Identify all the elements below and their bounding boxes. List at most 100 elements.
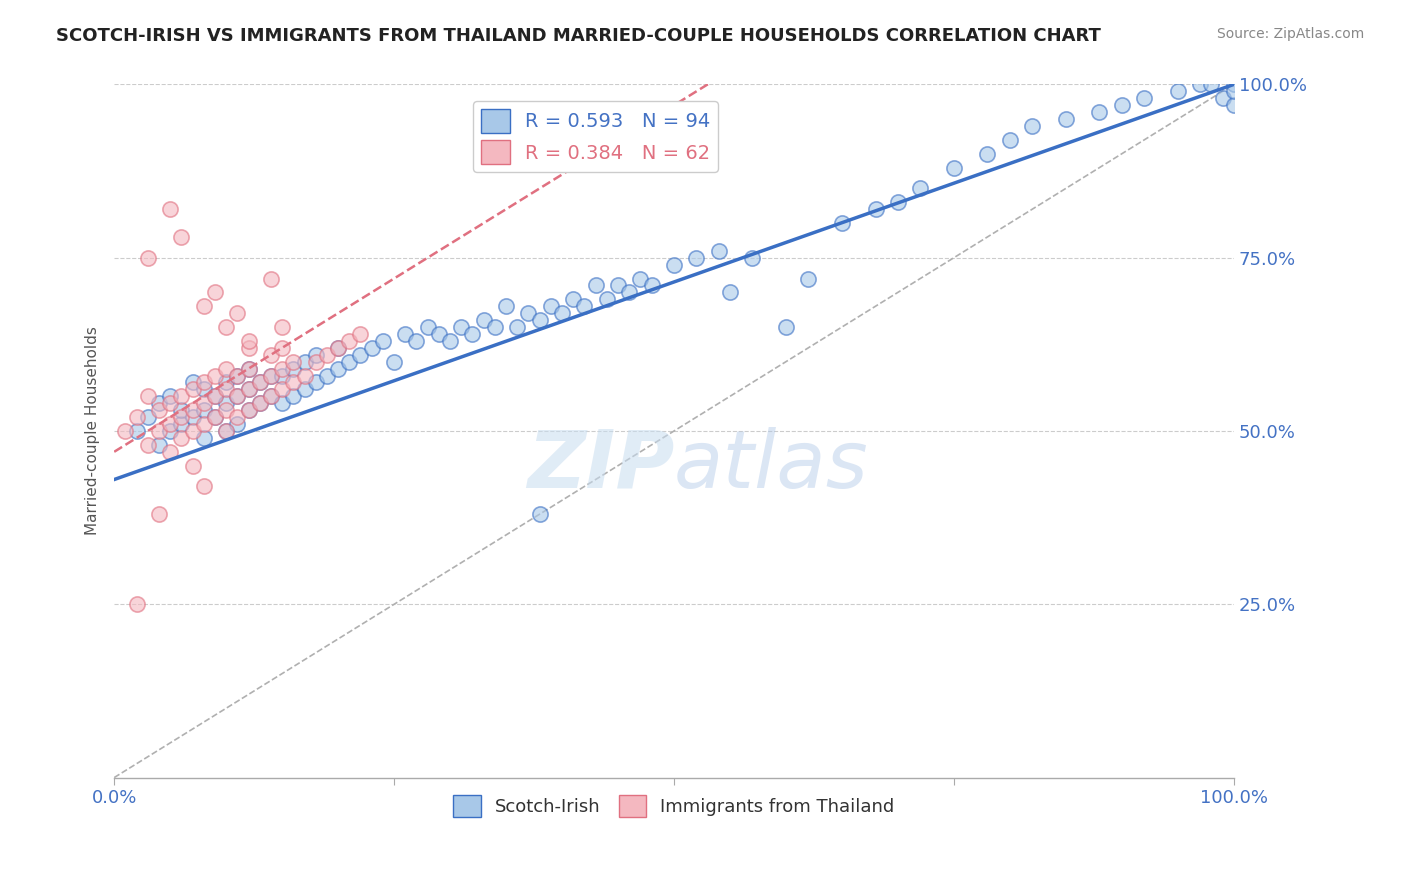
Point	[450, 320, 472, 334]
Point	[193, 479, 215, 493]
Point	[136, 389, 159, 403]
Point	[797, 271, 820, 285]
Point	[238, 403, 260, 417]
Point	[226, 389, 249, 403]
Point	[1189, 78, 1212, 92]
Point	[271, 320, 294, 334]
Point	[294, 368, 316, 383]
Point	[316, 348, 339, 362]
Point	[326, 341, 349, 355]
Point	[1223, 84, 1246, 98]
Point	[204, 368, 226, 383]
Point	[337, 334, 360, 348]
Point	[685, 251, 707, 265]
Point	[1133, 91, 1156, 105]
Point	[136, 251, 159, 265]
Point	[405, 334, 427, 348]
Point	[529, 313, 551, 327]
Point	[204, 389, 226, 403]
Point	[506, 320, 529, 334]
Point	[193, 396, 215, 410]
Point	[718, 285, 741, 300]
Point	[337, 354, 360, 368]
Point	[125, 597, 148, 611]
Point	[260, 389, 283, 403]
Point	[148, 403, 170, 417]
Point	[181, 458, 204, 473]
Point	[305, 348, 328, 362]
Point	[136, 410, 159, 425]
Point	[260, 271, 283, 285]
Point	[1021, 119, 1043, 133]
Point	[226, 417, 249, 431]
Point	[1223, 78, 1246, 92]
Point	[551, 306, 574, 320]
Point	[271, 396, 294, 410]
Point	[371, 334, 394, 348]
Point	[585, 278, 607, 293]
Text: ZIP: ZIP	[527, 426, 673, 505]
Point	[360, 341, 382, 355]
Point	[305, 354, 328, 368]
Point	[775, 320, 797, 334]
Point	[170, 389, 193, 403]
Point	[529, 507, 551, 521]
Point	[226, 410, 249, 425]
Point	[238, 361, 260, 376]
Point	[238, 341, 260, 355]
Point	[495, 299, 517, 313]
Point	[249, 376, 271, 390]
Point	[170, 230, 193, 244]
Point	[305, 376, 328, 390]
Point	[472, 313, 495, 327]
Point	[260, 368, 283, 383]
Point	[439, 334, 461, 348]
Point	[461, 326, 484, 341]
Point	[159, 389, 181, 403]
Point	[427, 326, 450, 341]
Point	[148, 438, 170, 452]
Point	[215, 383, 238, 397]
Point	[125, 410, 148, 425]
Point	[831, 216, 853, 230]
Y-axis label: Married-couple Households: Married-couple Households	[86, 326, 100, 535]
Point	[260, 348, 283, 362]
Point	[1054, 112, 1077, 127]
Point	[249, 396, 271, 410]
Point	[170, 410, 193, 425]
Point	[204, 389, 226, 403]
Point	[294, 354, 316, 368]
Point	[215, 361, 238, 376]
Point	[382, 354, 405, 368]
Point	[170, 417, 193, 431]
Point	[249, 376, 271, 390]
Point	[215, 403, 238, 417]
Point	[349, 326, 371, 341]
Point	[226, 306, 249, 320]
Point	[707, 244, 730, 258]
Point	[193, 376, 215, 390]
Point	[238, 383, 260, 397]
Point	[181, 410, 204, 425]
Point	[662, 258, 685, 272]
Point	[283, 354, 305, 368]
Point	[640, 278, 662, 293]
Point	[1111, 98, 1133, 112]
Point	[193, 417, 215, 431]
Point	[226, 389, 249, 403]
Point	[596, 293, 619, 307]
Point	[181, 424, 204, 438]
Point	[1088, 105, 1111, 120]
Point	[628, 271, 651, 285]
Point	[283, 376, 305, 390]
Point	[215, 320, 238, 334]
Point	[215, 424, 238, 438]
Point	[271, 368, 294, 383]
Point	[249, 396, 271, 410]
Point	[294, 383, 316, 397]
Point	[517, 306, 540, 320]
Point	[148, 396, 170, 410]
Text: atlas: atlas	[673, 426, 869, 505]
Point	[326, 361, 349, 376]
Point	[204, 410, 226, 425]
